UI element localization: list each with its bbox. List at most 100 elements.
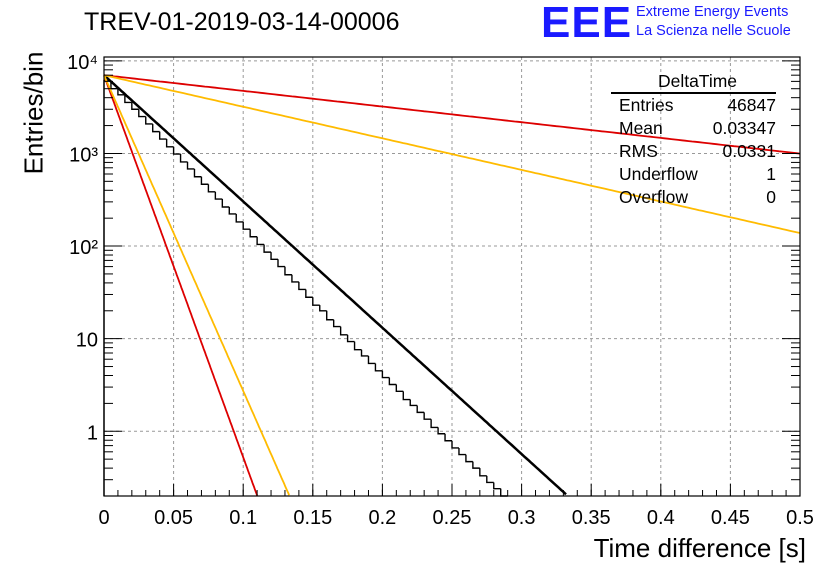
histogram-bin — [158, 131, 167, 140]
fit-curves — [103, 74, 801, 496]
stats-row-mean: Mean 0.03347 — [611, 117, 776, 140]
histogram-bin — [249, 229, 258, 238]
histogram-bin — [493, 482, 501, 490]
histogram-bin — [221, 199, 230, 208]
eee-logo-caption: Extreme Energy Events La Scienza nelle S… — [636, 3, 791, 41]
stats-value: 0.03347 — [712, 118, 776, 138]
stats-box: DeltaTime Entries 46847 Mean 0.03347 RMS… — [611, 70, 776, 209]
stats-title: DeltaTime — [611, 70, 776, 94]
histogram-bin — [332, 319, 341, 328]
histogram-bin — [214, 191, 223, 200]
fit-curve — [103, 74, 290, 496]
histogram-bin — [298, 281, 306, 291]
eee-logo: EEE — [541, 0, 633, 47]
logo-line-1: Extreme Energy Events — [636, 4, 789, 20]
histogram-bin — [423, 412, 432, 420]
histogram-bin — [172, 146, 181, 155]
stats-value: 0 — [766, 187, 776, 207]
stats-row-entries: Entries 46847 — [611, 94, 776, 117]
histogram-bin — [367, 355, 376, 365]
histogram-bars — [103, 80, 508, 497]
x-tick-label: 0.5 — [786, 507, 814, 529]
histogram-bin — [263, 244, 272, 253]
x-tick-label: 0 — [98, 507, 109, 529]
histogram-bin — [395, 384, 404, 393]
histogram-bin — [444, 433, 452, 442]
histogram-bin — [291, 274, 299, 283]
histogram-bin — [152, 123, 160, 133]
histogram-bin — [235, 213, 244, 223]
y-tick-label: 10 — [76, 330, 98, 352]
histogram-bin — [165, 139, 174, 148]
x-tick-label: 0.1 — [229, 507, 257, 529]
histogram-bin — [284, 266, 292, 276]
histogram-bin — [200, 176, 209, 185]
stats-value: 0.0331 — [722, 141, 776, 161]
histogram-bin — [277, 259, 285, 268]
histogram-bin — [353, 341, 362, 351]
y-tick-labels: 1 10 10² 10³ 10⁴ — [67, 52, 98, 444]
histogram-bin — [430, 419, 439, 429]
histogram-bin — [451, 440, 459, 449]
fit-curve — [103, 74, 801, 234]
histogram-bin — [312, 297, 320, 306]
stats-label: Entries — [619, 95, 674, 115]
x-tick-labels: 0 0.05 0.1 0.15 0.2 0.25 0.3 0.35 0.4 0.45 0.5 — [98, 507, 813, 529]
histogram-bin — [486, 475, 494, 484]
y-tick-label: 1 — [87, 422, 98, 444]
histogram-bin — [339, 326, 348, 336]
y-tick-label: 10³ — [69, 144, 98, 166]
histogram-bin — [124, 94, 132, 104]
histogram-bin — [256, 236, 265, 246]
histogram-bin — [402, 391, 411, 401]
histogram-bin — [381, 370, 390, 379]
x-tick-label: 0.45 — [711, 507, 750, 529]
y-tick-label: 10² — [69, 237, 98, 259]
histogram-bin — [145, 116, 153, 125]
histogram-bin — [346, 334, 355, 343]
histogram-bin — [193, 168, 202, 178]
x-tick-label: 0.3 — [508, 507, 536, 529]
histogram-bin — [500, 488, 508, 497]
x-tick-label: 0.05 — [154, 507, 193, 529]
x-tick-label: 0.15 — [293, 507, 332, 529]
y-axis-label: Entries/bin — [18, 51, 49, 175]
histogram-bin — [305, 289, 313, 298]
stats-row-overflow: Overflow 0 — [611, 186, 776, 209]
histogram-bin — [409, 399, 418, 407]
fit-curve — [103, 74, 801, 155]
stats-label: Overflow — [619, 187, 689, 207]
x-tick-label: 0.4 — [647, 507, 675, 529]
histogram-bin — [103, 80, 111, 496]
histogram-bin — [228, 207, 237, 215]
stats-label: Mean — [619, 118, 663, 138]
x-tick-label: 0.25 — [433, 507, 472, 529]
stats-value: 1 — [766, 164, 776, 184]
axis-ticks — [103, 60, 801, 497]
histogram-bin — [360, 349, 369, 357]
histogram-bin — [437, 427, 446, 435]
histogram-bin — [131, 102, 139, 110]
histogram-bin — [179, 154, 188, 163]
stats-label: RMS — [619, 141, 658, 161]
histogram-bin — [326, 310, 334, 321]
histogram-bin — [242, 221, 251, 230]
histogram-bin — [270, 252, 278, 260]
histogram-bin — [479, 468, 487, 477]
stats-value: 46847 — [727, 95, 776, 115]
histogram-bin — [465, 454, 473, 463]
stats-label: Underflow — [619, 164, 698, 184]
histogram-bin — [117, 88, 125, 96]
fit-curve — [103, 74, 258, 496]
logo-line-2: La Scienza nelle Scuole — [636, 23, 791, 39]
histogram-bin — [319, 305, 327, 312]
fit-curve — [103, 74, 567, 496]
histogram-bin — [416, 405, 425, 414]
histogram-bin — [458, 447, 466, 456]
x-tick-label: 0.35 — [572, 507, 611, 529]
stats-row-rms: RMS 0.0331 — [611, 140, 776, 163]
histogram-bin — [207, 184, 216, 193]
histogram-bin — [374, 363, 383, 372]
chart-title: TREV-01-2019-03-14-00006 — [84, 8, 400, 36]
